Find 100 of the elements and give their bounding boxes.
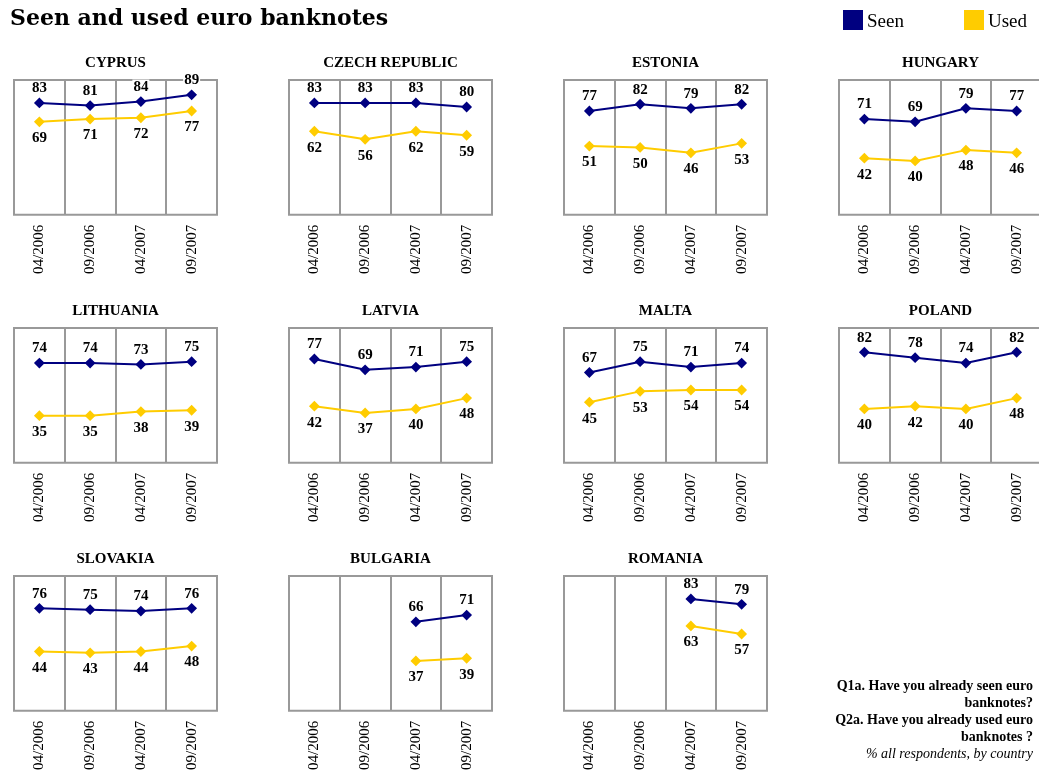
legend-label: Used <box>986 10 1027 32</box>
data-label: 42 <box>306 413 322 430</box>
data-label: 53 <box>632 398 648 415</box>
point <box>309 401 320 412</box>
x-tick-label: 09/2007 <box>1007 224 1024 274</box>
x-tick-label: 09/2006 <box>631 472 648 522</box>
point <box>85 647 96 658</box>
data-label: 39 <box>459 665 475 682</box>
point <box>410 403 421 414</box>
data-label: 46 <box>1009 160 1025 177</box>
point <box>461 356 472 367</box>
data-label: 51 <box>581 153 597 170</box>
x-tick-label: 09/2006 <box>81 720 98 770</box>
x-tick-label: 09/2006 <box>356 224 373 274</box>
point <box>410 126 421 137</box>
point <box>186 405 197 416</box>
data-label: 82 <box>1009 328 1025 345</box>
point <box>685 103 696 114</box>
x-tick-label: 09/2007 <box>182 472 199 522</box>
data-label: 73 <box>133 340 149 357</box>
data-label: 82 <box>856 328 872 345</box>
x-tick-label: 09/2007 <box>457 720 474 770</box>
point <box>635 99 646 110</box>
x-tick-label: 04/2007 <box>406 224 423 274</box>
point <box>85 410 96 421</box>
point <box>859 153 870 164</box>
data-label: 48 <box>1009 405 1025 422</box>
point <box>186 89 197 100</box>
point <box>859 403 870 414</box>
x-tick-label: 09/2006 <box>906 472 923 522</box>
data-label: 56 <box>357 146 374 163</box>
x-tick-label: 04/2006 <box>305 472 322 522</box>
point <box>1011 347 1022 358</box>
point <box>461 393 472 404</box>
point <box>309 97 320 108</box>
data-label: 48 <box>459 405 475 422</box>
chart-title: MALTA <box>638 301 693 318</box>
x-tick-label: 04/2006 <box>305 224 322 274</box>
data-label: 76 <box>31 584 48 601</box>
data-label: 62 <box>306 138 322 155</box>
point <box>736 358 747 369</box>
data-label: 59 <box>459 142 475 159</box>
point <box>685 147 696 158</box>
data-label: 40 <box>856 416 872 433</box>
point <box>461 610 472 621</box>
data-label: 50 <box>632 154 648 171</box>
x-tick-label: 09/2006 <box>81 224 98 274</box>
x-tick-label: 04/2007 <box>956 472 973 522</box>
data-label: 67 <box>581 348 598 365</box>
x-tick-label: 04/2006 <box>580 472 597 522</box>
data-label: 71 <box>683 343 699 360</box>
x-tick-label: 04/2006 <box>30 472 47 522</box>
point <box>309 354 320 365</box>
data-label: 71 <box>408 343 424 360</box>
x-tick-label: 09/2007 <box>457 472 474 522</box>
text: % all respondents, by country <box>864 745 1033 762</box>
point <box>309 126 320 137</box>
legend-label: Seen <box>866 10 904 32</box>
data-label: 77 <box>184 118 200 135</box>
chart-title: ESTONIA <box>631 53 700 70</box>
data-label: 83 <box>31 79 47 96</box>
x-tick-label: 09/2007 <box>732 720 749 770</box>
point <box>85 358 96 369</box>
point <box>34 410 45 421</box>
data-label: 77 <box>306 335 323 352</box>
point <box>135 359 146 370</box>
point <box>635 356 646 367</box>
point <box>34 358 45 369</box>
point <box>859 114 870 125</box>
point <box>34 97 45 108</box>
point <box>410 616 421 627</box>
point <box>34 116 45 127</box>
point <box>736 99 747 110</box>
point <box>859 347 870 358</box>
x-tick-label: 04/2007 <box>681 224 698 274</box>
chart-title: CZECH REPUBLIC <box>323 53 458 70</box>
data-label: 79 <box>683 84 699 101</box>
data-label: 48 <box>958 157 974 174</box>
data-label: 69 <box>357 346 373 363</box>
point <box>736 599 747 610</box>
point <box>635 386 646 397</box>
x-tick-label: 09/2006 <box>356 472 373 522</box>
x-tick-label: 09/2006 <box>906 224 923 274</box>
data-label: 35 <box>31 423 47 440</box>
data-label: 77 <box>581 87 598 104</box>
data-label: 72 <box>133 125 149 142</box>
point <box>85 100 96 111</box>
data-label: 82 <box>734 80 750 97</box>
data-label: 75 <box>184 338 200 355</box>
x-tick-label: 04/2007 <box>681 472 698 522</box>
data-label: 79 <box>958 84 974 101</box>
point <box>584 106 595 117</box>
x-tick-label: 04/2007 <box>406 720 423 770</box>
chart-title: ROMANIA <box>628 549 704 566</box>
point <box>186 356 197 367</box>
x-tick-label: 09/2007 <box>182 224 199 274</box>
x-tick-label: 04/2007 <box>406 472 423 522</box>
point <box>584 397 595 408</box>
data-label: 74 <box>133 587 149 604</box>
data-label: 74 <box>82 339 99 356</box>
